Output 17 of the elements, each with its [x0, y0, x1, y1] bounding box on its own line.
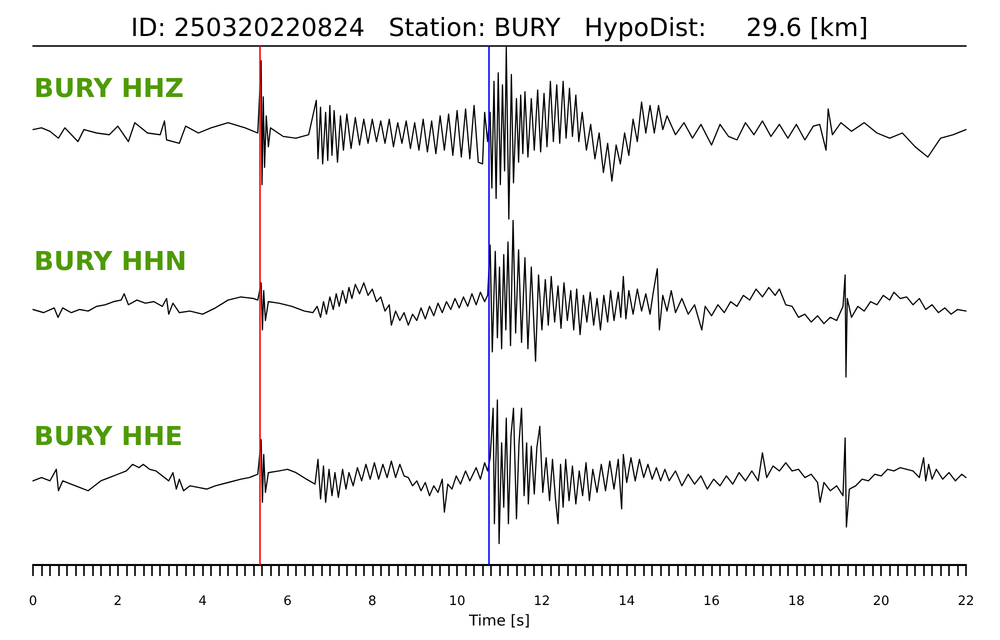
series-label: BURY HHN — [34, 247, 187, 277]
x-tick-label: 2 — [114, 594, 122, 609]
x-axis-title: Time [s] — [468, 611, 530, 630]
x-tick-label: 4 — [198, 594, 207, 609]
chart-title: ID: 250320220824 Station: BURY HypoDist: 29.6 [km] — [130, 13, 870, 42]
series-label: BURY HHE — [34, 422, 183, 452]
x-tick-label: 22 — [958, 594, 974, 609]
series-label: BURY HHZ — [34, 74, 184, 104]
x-tick-label: 12 — [534, 594, 550, 609]
x-tick-label: 0 — [28, 594, 38, 609]
x-tick-label: 20 — [872, 594, 890, 609]
x-tick-label: 18 — [788, 594, 805, 609]
x-tick-label: 14 — [618, 594, 635, 609]
x-tick-label: 10 — [448, 594, 466, 609]
x-tick-label: 8 — [368, 594, 376, 609]
x-tick-label: 6 — [283, 594, 292, 609]
x-tick-label: 16 — [703, 594, 720, 609]
